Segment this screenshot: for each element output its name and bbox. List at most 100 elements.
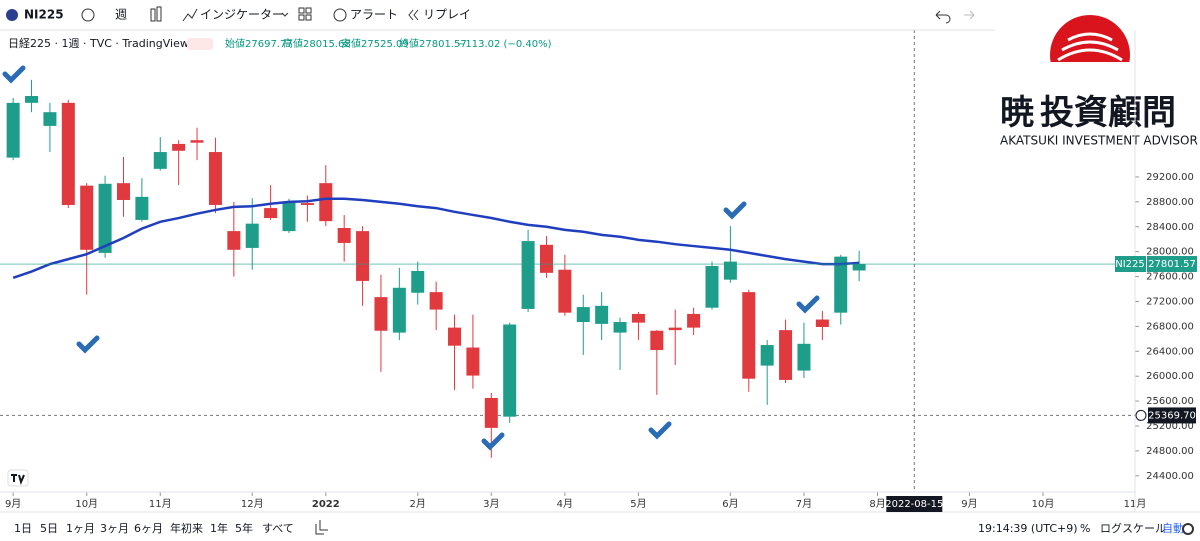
x-tick-label: 8月 — [869, 498, 885, 510]
candle-body — [687, 313, 701, 328]
y-tick-label: 26400.00 — [1146, 346, 1194, 357]
candle-body — [300, 203, 314, 205]
x-tick-label: 7月 — [796, 498, 812, 510]
range-button[interactable]: 3ヶ月 — [100, 522, 129, 535]
y-tick-label: 29200.00 — [1146, 172, 1194, 183]
add-symbol[interactable] — [81, 8, 95, 22]
range-button[interactable]: 5年 — [235, 521, 253, 535]
goto-date[interactable] — [315, 520, 328, 535]
auto-scale[interactable]: 自動 — [1162, 521, 1184, 535]
interval[interactable]: 週 — [115, 8, 127, 22]
candle-body — [25, 96, 39, 103]
legend-open: 始値27697.77 — [225, 37, 293, 50]
legend-close: 終値27801.57 — [399, 37, 467, 50]
moving-average — [12, 197, 860, 279]
logo-waves — [1057, 32, 1123, 62]
y-tick-label: 28800.00 — [1146, 197, 1194, 208]
undo[interactable] — [935, 10, 951, 24]
candle-body — [80, 185, 94, 250]
x-tick-label: 5月 — [630, 498, 646, 510]
range-button[interactable]: 年初来 — [170, 521, 203, 535]
check — [796, 295, 820, 314]
indicators[interactable]: インジケーター — [200, 8, 284, 22]
last-price-box — [1147, 256, 1197, 273]
candle-body — [392, 287, 406, 333]
candle-body — [6, 102, 20, 158]
candle-body — [852, 264, 866, 271]
legend-low: 安値27525.09 — [341, 37, 409, 50]
candle-body — [374, 297, 388, 331]
x-tick-label: 9月 — [5, 498, 21, 510]
candle-body — [43, 112, 57, 126]
candle-body — [135, 196, 149, 220]
redo[interactable] — [964, 10, 975, 20]
candle-body — [521, 241, 535, 309]
range-buttons: 1日 5日 1ヶ月 3ヶ月 6ヶ月 年初来 1年 5年 すべて — [14, 521, 294, 535]
x-tick-label: 10月 — [75, 498, 98, 510]
candle-body — [797, 343, 811, 371]
alert-icon — [333, 8, 347, 22]
candle-body — [503, 324, 517, 417]
legend-pill[interactable] — [187, 38, 213, 50]
settings[interactable] — [1182, 523, 1194, 535]
y-tick-label: 26800.00 — [1146, 321, 1194, 332]
candle-body — [264, 208, 278, 219]
legend-change: −113.02 (−0.40%) — [457, 39, 552, 50]
y-tick-label: 24800.00 — [1146, 446, 1194, 457]
range-button[interactable]: 6ヶ月 — [134, 522, 163, 535]
logo-name: 投資顧問 — [1040, 93, 1176, 133]
check — [648, 421, 672, 440]
candle-body — [760, 345, 774, 366]
candle-body — [245, 223, 259, 248]
candle-body — [172, 143, 186, 151]
range-button[interactable]: 1ヶ月 — [66, 522, 95, 535]
x-tick-label: 9月 — [961, 498, 977, 510]
symbol[interactable]: NI225 — [24, 8, 64, 22]
indicator-icon — [182, 8, 198, 22]
crosshair-label: 2022-08-15 — [885, 499, 943, 510]
alert[interactable]: アラート — [350, 8, 398, 22]
candle-body — [650, 330, 664, 351]
candle-body — [779, 330, 793, 380]
candle-body — [337, 228, 351, 243]
annotations — [2, 65, 820, 451]
symbol-box — [1115, 256, 1146, 273]
dropdown[interactable] — [281, 12, 289, 17]
logo-cut — [1048, 62, 1132, 97]
candle-body — [227, 231, 241, 250]
candle-body — [631, 313, 645, 323]
y-tick-label: 27200.00 — [1146, 296, 1194, 307]
replay[interactable]: リプレイ — [423, 8, 471, 22]
chart-type[interactable] — [150, 8, 156, 22]
candle-body — [484, 397, 498, 428]
candle-body — [356, 231, 370, 281]
percent[interactable]: % — [1080, 522, 1090, 535]
range-button[interactable]: 1年 — [210, 521, 228, 535]
layout-d — [305, 14, 312, 21]
log-scale[interactable]: ログスケール — [1100, 521, 1166, 535]
y-tick-label: 28000.00 — [1146, 247, 1194, 258]
range-button[interactable]: すべて — [262, 522, 294, 535]
symbol-icon — [6, 9, 18, 21]
candle-body — [153, 152, 167, 169]
price-line-add[interactable] — [1135, 409, 1147, 421]
logo-tagline: AKATSUKI INVESTMENT ADVISOR — [1000, 134, 1198, 148]
range-button[interactable]: 1日 — [14, 522, 32, 535]
candle-body — [539, 244, 553, 273]
y-tick-label: 27600.00 — [1146, 272, 1194, 283]
range-button[interactable]: 5日 — [40, 522, 58, 535]
layout[interactable] — [298, 7, 305, 14]
candle-body — [466, 347, 480, 376]
candle-body — [190, 140, 204, 143]
candle-body — [411, 270, 425, 293]
candle-body — [815, 319, 829, 327]
tv-logo[interactable] — [7, 469, 29, 487]
check — [481, 432, 505, 451]
replay-icon — [408, 9, 419, 21]
legend-title: 日経225 · 1週 · TVC · TradingView — [8, 37, 189, 50]
y-tick-label: 25600.00 — [1146, 396, 1194, 407]
chart-type-b — [156, 6, 162, 22]
x-tick-label: 2月 — [410, 498, 426, 510]
